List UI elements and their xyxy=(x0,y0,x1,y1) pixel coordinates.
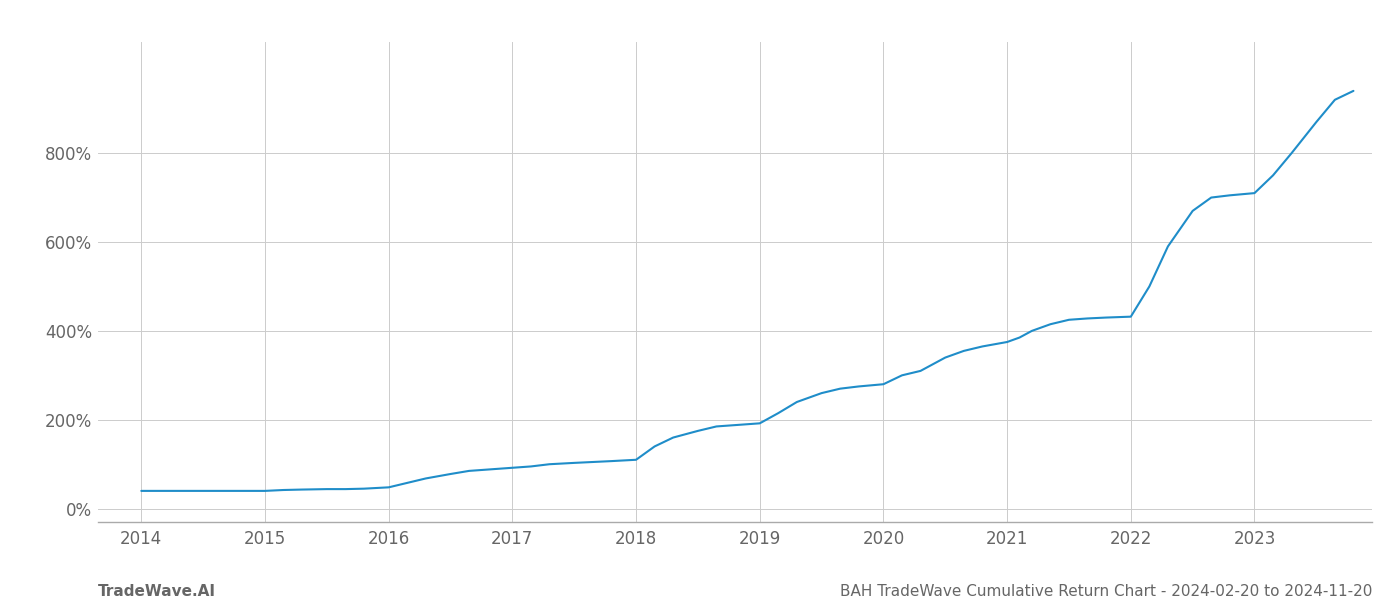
Text: BAH TradeWave Cumulative Return Chart - 2024-02-20 to 2024-11-20: BAH TradeWave Cumulative Return Chart - … xyxy=(840,584,1372,599)
Text: TradeWave.AI: TradeWave.AI xyxy=(98,584,216,599)
